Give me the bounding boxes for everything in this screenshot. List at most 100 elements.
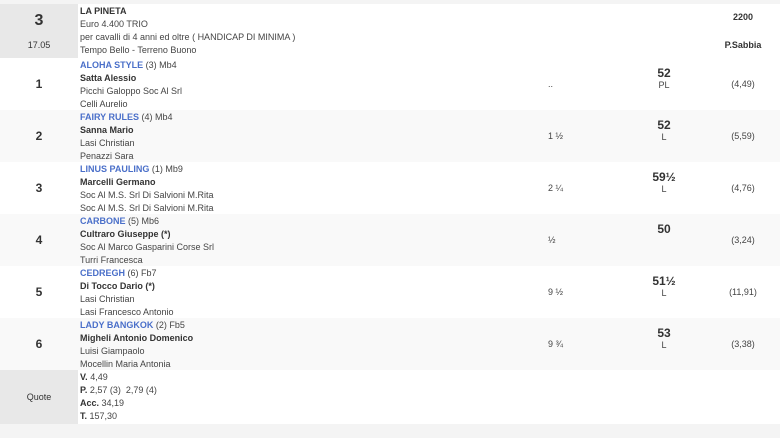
race-header: 3 17.05 LA PINETA Euro 4.400 TRIO per ca… [0, 4, 780, 58]
odds: (4,76) [731, 183, 755, 193]
finish-position: 4 [35, 233, 43, 247]
quote-key: Acc. [80, 398, 100, 408]
horse-extra: (5) Mb6 [125, 216, 160, 226]
quote-value: 4,49 [87, 372, 108, 382]
owner: Soc Al Marco Gasparini Corse Srl [80, 242, 215, 252]
margin: .. [548, 79, 554, 89]
race-name: LA PINETA [80, 6, 127, 16]
runner-row: 4 CARBONE (5) Mb6 Cultraro Giuseppe (*) … [0, 214, 780, 266]
weight: 59½ [652, 170, 676, 184]
finish-position: 3 [35, 181, 43, 195]
jockey: Di Tocco Dario (*) [80, 281, 155, 291]
odds: (5,59) [731, 131, 755, 141]
race-number: 3 [34, 12, 44, 29]
quote-row: Quote V. 4,49 P. 2,57 (3) 2,79 (4) Acc. 34… [0, 370, 780, 424]
weight-cell: 52 PL [640, 66, 688, 90]
owner: Picchi Galoppo Soc Al Srl [80, 86, 183, 96]
odds: (3,38) [731, 339, 755, 349]
odds: (4,49) [731, 79, 755, 89]
runner-row: 5 CEDREGH (6) Fb7 Di Tocco Dario (*) Las… [0, 266, 780, 318]
weight: 52 [657, 66, 671, 80]
weight: 50 [657, 222, 671, 236]
weight-note: L [661, 184, 667, 194]
runner-info: CEDREGH (6) Fb7 Di Tocco Dario (*) Lasi … [80, 267, 174, 319]
runner-row: 1 ALOHA STYLE (3) Mb4 Satta Alessio Picc… [0, 58, 780, 110]
race-info: LA PINETA Euro 4.400 TRIO per cavalli di… [80, 5, 295, 57]
owner: Lasi Christian [80, 294, 135, 304]
margin: ½ [548, 235, 556, 245]
trainer: Lasi Francesco Antonio [80, 307, 174, 317]
weight-note: L [661, 340, 667, 350]
weight: 51½ [652, 274, 676, 288]
quote-value: 34,19 [99, 398, 125, 408]
runner-info: FAIRY RULES (4) Mb4 Sanna Mario Lasi Chr… [80, 111, 173, 163]
horse-extra: (1) Mb9 [149, 164, 183, 174]
trainer: Penazzi Sara [80, 151, 134, 161]
weight-cell: 50 [640, 222, 688, 236]
weight-cell: 52 L [640, 118, 688, 142]
trainer: Turri Francesca [80, 255, 143, 265]
owner: Lasi Christian [80, 138, 135, 148]
weight-cell: 51½ L [640, 274, 688, 298]
finish-position: 6 [35, 337, 43, 351]
horse-extra: (4) Mb4 [139, 112, 173, 122]
quote-key: V. [80, 372, 88, 382]
finish-position: 1 [35, 77, 43, 91]
weight: 52 [657, 118, 671, 132]
quote-value: 2,57 (3) 2,79 (4) [87, 385, 157, 395]
jockey: Satta Alessio [80, 73, 137, 83]
quote-key: P. [80, 385, 88, 395]
quote-line: Acc. 34,19 [80, 397, 157, 410]
race-distance: 2200 [732, 12, 754, 22]
runner-info: ALOHA STYLE (3) Mb4 Satta Alessio Picchi… [80, 59, 182, 111]
horse-name-link[interactable]: LADY BANGKOK [80, 320, 154, 330]
weight: 53 [657, 326, 671, 340]
weight-note: PL [658, 80, 670, 90]
runner-info: LINUS PAULING (1) Mb9 Marcelli Germano S… [80, 163, 214, 215]
trainer: Soc Al M.S. Srl Di Salvioni M.Rita [80, 203, 214, 213]
jockey: Cultraro Giuseppe (*) [80, 229, 171, 239]
margin: 2 ¼ [548, 183, 564, 193]
quote-values: V. 4,49 P. 2,57 (3) 2,79 (4) Acc. 34,19 T. … [80, 371, 157, 423]
owner: Luisi Giampaolo [80, 346, 145, 356]
race-prize: Euro 4.400 TRIO [80, 19, 148, 29]
horse-name-link[interactable]: CARBONE [80, 216, 126, 226]
weight-cell: 59½ L [640, 170, 688, 194]
quote-value: 157,30 [87, 411, 118, 421]
weight-note: L [661, 288, 667, 298]
margin: 9 ½ [548, 287, 564, 297]
margin: 9 ¾ [548, 339, 564, 349]
quote-label: Quote [0, 370, 78, 424]
margin: 1 ½ [548, 131, 564, 141]
weight-note: L [661, 132, 667, 142]
runner-row: 3 LINUS PAULING (1) Mb9 Marcelli Germano… [0, 162, 780, 214]
horse-name-link[interactable]: FAIRY RULES [80, 112, 140, 122]
trainer: Celli Aurelio [80, 99, 128, 109]
owner: Soc Al M.S. Srl Di Salvioni M.Rita [80, 190, 214, 200]
odds: (3,24) [731, 235, 755, 245]
horse-name-link[interactable]: ALOHA STYLE [80, 60, 144, 70]
race-number-cell: 3 17.05 [0, 4, 78, 58]
race-weather: Tempo Bello - Terreno Buono [80, 45, 197, 55]
quote-line: V. 4,49 [80, 371, 157, 384]
runner-row: 6 LADY BANGKOK (2) Fb5 Migheli Antonio D… [0, 318, 780, 370]
finish-position: 5 [35, 285, 43, 299]
runner-info: CARBONE (5) Mb6 Cultraro Giuseppe (*) So… [80, 215, 214, 267]
horse-name-link[interactable]: LINUS PAULING [80, 164, 150, 174]
race-results-table: 3 17.05 LA PINETA Euro 4.400 TRIO per ca… [0, 4, 780, 424]
jockey: Migheli Antonio Domenico [80, 333, 194, 343]
race-track: P.Sabbia [724, 40, 762, 50]
jockey: Sanna Mario [80, 125, 134, 135]
quote-line: P. 2,57 (3) 2,79 (4) [80, 384, 157, 397]
quote-key: T. [80, 411, 88, 421]
race-time: 17.05 [27, 40, 51, 50]
quote-line: T. 157,30 [80, 410, 157, 423]
odds: (11,91) [729, 287, 757, 297]
weight-cell: 53 L [640, 326, 688, 350]
jockey: Marcelli Germano [80, 177, 156, 187]
horse-extra: (6) Fb7 [125, 268, 157, 278]
horse-name-link[interactable]: CEDREGH [80, 268, 126, 278]
race-conditions: per cavalli di 4 anni ed oltre ( HANDICA… [80, 32, 296, 42]
trainer: Mocellin Maria Antonia [80, 359, 171, 369]
runner-info: LADY BANGKOK (2) Fb5 Migheli Antonio Dom… [80, 319, 193, 371]
